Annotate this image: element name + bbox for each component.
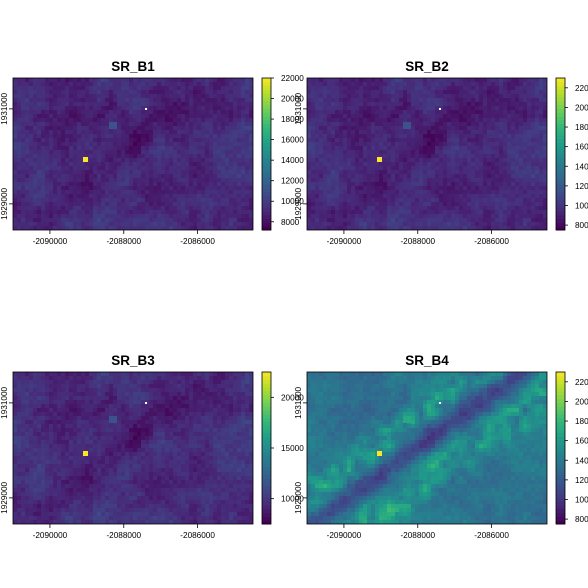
bright-cluster xyxy=(403,416,411,423)
x-tick-label: -2088000 xyxy=(106,531,141,540)
bright-cluster xyxy=(109,122,117,129)
x-tick-label: -2088000 xyxy=(400,531,435,540)
white-spot xyxy=(145,402,147,404)
panel-sr-b4: SR_B4 -2090000 -2088000 -2086000 1929000 1931… xyxy=(294,353,588,540)
colorbar-tick-label: 14000 xyxy=(281,156,304,165)
y-tick-label: 1929000 xyxy=(294,187,303,219)
colorbar-tick-label: 12000 xyxy=(281,177,304,186)
colorbar-tick-label: 16000 xyxy=(575,143,588,152)
x-tick-label: -2090000 xyxy=(33,531,68,540)
colorbar xyxy=(262,78,271,231)
colorbar-tick-label: 14000 xyxy=(575,456,588,465)
y-tick-label: 1931000 xyxy=(0,386,9,418)
colorbar xyxy=(556,78,565,231)
y-tick-label: 1929000 xyxy=(0,187,9,219)
white-spot xyxy=(145,108,147,110)
colorbar-tick-label: 8000 xyxy=(575,515,588,524)
y-tick-label: 1929000 xyxy=(0,481,9,513)
colorbar-tick-label: 16000 xyxy=(575,437,588,446)
colorbar-tick-label: 22000 xyxy=(575,378,588,387)
raster-image xyxy=(13,78,253,230)
y-tick-label: 1931000 xyxy=(0,92,9,124)
colorbar-tick-label: 15000 xyxy=(281,444,304,453)
x-tick-label: -2086000 xyxy=(474,237,509,246)
colorbar xyxy=(262,372,271,525)
x-tick-label: -2090000 xyxy=(327,237,362,246)
x-tick-label: -2088000 xyxy=(400,237,435,246)
colorbar-tick-label: 18000 xyxy=(575,123,588,132)
x-tick-label: -2086000 xyxy=(180,531,215,540)
bright-spot xyxy=(83,451,88,456)
colorbar-tick-label: 20000 xyxy=(575,103,588,112)
y-tick-label: 1931000 xyxy=(294,386,303,418)
panel-sr-b1: SR_B1 -2090000 -2088000 -2086000 1929000 1931… xyxy=(0,59,304,246)
colorbar-tick-label: 22000 xyxy=(575,84,588,93)
colorbar-tick-label: 12000 xyxy=(575,182,588,191)
bright-spot xyxy=(377,157,382,162)
colorbar-tick-label: 8000 xyxy=(575,221,588,230)
x-tick-label: -2090000 xyxy=(33,237,68,246)
white-spot xyxy=(439,402,441,404)
colorbar-tick-label: 10000 xyxy=(575,495,588,504)
panel-title: SR_B1 xyxy=(111,59,155,74)
panel-sr-b3: SR_B3 -2090000 -2088000 -2086000 1929000 1931… xyxy=(0,353,304,540)
x-tick-label: -2086000 xyxy=(180,237,215,246)
colorbar-tick-label: 10000 xyxy=(575,201,588,210)
panel-title: SR_B4 xyxy=(405,353,449,368)
colorbar-tick-label: 18000 xyxy=(575,417,588,426)
y-tick-label: 1931000 xyxy=(294,92,303,124)
panel-title: SR_B2 xyxy=(405,59,449,74)
colorbar-tick-label: 22000 xyxy=(281,74,304,83)
raster-image xyxy=(307,372,547,524)
colorbar xyxy=(556,372,565,525)
colorbar-tick-label: 12000 xyxy=(575,476,588,485)
raster-image xyxy=(307,78,547,230)
bright-cluster xyxy=(109,416,117,423)
panel-title: SR_B3 xyxy=(111,353,155,368)
colorbar-tick-label: 20000 xyxy=(575,397,588,406)
x-tick-label: -2088000 xyxy=(106,237,141,246)
colorbar-tick-label: 16000 xyxy=(281,136,304,145)
bright-cluster xyxy=(403,122,411,129)
panel-sr-b2: SR_B2 -2090000 -2088000 -2086000 1929000 1931… xyxy=(294,59,588,246)
x-tick-label: -2086000 xyxy=(474,531,509,540)
bright-spot xyxy=(83,157,88,162)
colorbar-tick-label: 14000 xyxy=(575,162,588,171)
x-tick-label: -2090000 xyxy=(327,531,362,540)
white-spot xyxy=(439,108,441,110)
y-tick-label: 1929000 xyxy=(294,481,303,513)
bright-spot xyxy=(377,451,382,456)
raster-image xyxy=(13,372,253,524)
